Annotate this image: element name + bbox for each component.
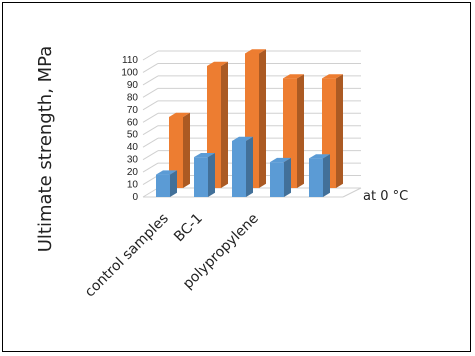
bar-front	[169, 117, 183, 188]
bar-front	[194, 157, 208, 197]
bar-top	[156, 170, 177, 175]
bar-side	[323, 154, 330, 197]
gridline-side	[142, 125, 159, 136]
y-tick-label: 90	[127, 80, 139, 91]
bar-front	[232, 140, 246, 197]
bar	[270, 157, 291, 197]
bar-side	[284, 157, 291, 197]
y-tick-label: 100	[121, 67, 138, 78]
bar-side	[297, 74, 304, 188]
bar-top	[207, 61, 228, 66]
bar-side	[336, 74, 343, 188]
gridline-side	[142, 50, 159, 61]
y-tick-label: 30	[127, 155, 139, 166]
bar-side	[259, 49, 266, 188]
gridline-side	[142, 63, 159, 73]
bar-top	[309, 154, 330, 159]
bar	[194, 152, 215, 197]
bar-side	[208, 152, 215, 197]
bars	[156, 49, 343, 197]
gridline-side	[142, 150, 159, 161]
gridline-side	[142, 87, 159, 98]
bar-top	[245, 49, 266, 54]
bar-side	[170, 170, 177, 197]
category-label: control samples	[82, 211, 172, 301]
bar	[169, 112, 190, 188]
gridline-side	[142, 187, 159, 198]
bar	[156, 170, 177, 197]
y-tick-label: 10	[127, 180, 139, 191]
gridline-side	[142, 112, 159, 123]
bar-top	[194, 152, 215, 158]
bar-front	[156, 174, 170, 197]
y-tick-label: 40	[127, 142, 139, 153]
floor-edge-side	[342, 187, 362, 198]
bar-front	[309, 158, 323, 197]
legend-label: at 0 °C	[363, 189, 408, 204]
y-tick-label: 20	[127, 167, 139, 178]
y-tick-label: 50	[127, 130, 139, 141]
gridline-side	[142, 137, 159, 148]
y-tick-label: 60	[127, 117, 139, 128]
gridline-side	[142, 75, 159, 86]
bar-top	[169, 112, 190, 118]
bar-top	[232, 136, 253, 141]
bar-side	[246, 136, 253, 197]
bar-side	[221, 61, 228, 188]
bar	[232, 136, 253, 197]
chart-frame: 0 10 20 30 40 50 60 70 80 90 100 110 Ultimate stren…	[2, 2, 471, 352]
bar-top	[322, 74, 343, 79]
bar-side	[183, 112, 190, 188]
y-tick-label: 0	[132, 192, 138, 203]
bar-top	[270, 157, 291, 163]
y-tick-label: 80	[127, 92, 139, 103]
gridline-side	[142, 162, 159, 173]
bar-front	[270, 162, 284, 197]
gridline-side	[142, 100, 159, 111]
y-tick-label: 110	[122, 55, 138, 66]
bar	[309, 154, 330, 197]
bar-top	[283, 74, 304, 79]
gridline-side	[142, 175, 159, 185]
category-label: BC-1	[171, 211, 206, 246]
y-tick-label: 70	[127, 105, 139, 116]
y-axis-label: Ultimate strength, MPa	[35, 46, 56, 253]
